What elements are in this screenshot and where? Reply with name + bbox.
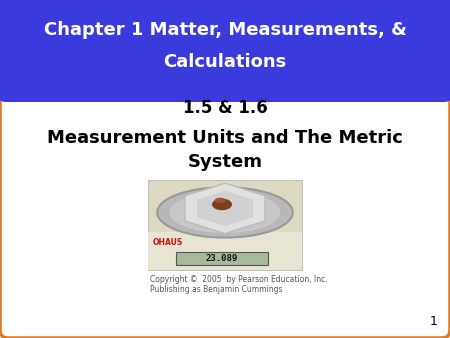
Polygon shape [197,191,253,226]
Bar [176,252,268,265]
Ellipse shape [215,198,225,203]
Text: Copyright ©  2005  by Pearson Education, Inc.
Publishing as Benjamin Cummings: Copyright © 2005 by Pearson Education, I… [150,275,328,294]
FancyBboxPatch shape [0,0,450,102]
Text: Calculations: Calculations [163,53,287,71]
Text: OHAUS: OHAUS [153,238,183,247]
Ellipse shape [170,192,280,233]
Text: 1.5 & 1.6: 1.5 & 1.6 [183,99,267,117]
Text: System: System [188,153,262,171]
Ellipse shape [212,198,232,210]
Bar [148,180,302,270]
Polygon shape [185,183,265,234]
Text: Measurement Units and The Metric: Measurement Units and The Metric [47,129,403,147]
Ellipse shape [157,187,293,238]
Text: 1: 1 [430,315,438,328]
Text: Chapter 1 Matter, Measurements, &: Chapter 1 Matter, Measurements, & [44,21,406,39]
Text: 23.089: 23.089 [206,255,238,263]
Bar [148,232,302,270]
